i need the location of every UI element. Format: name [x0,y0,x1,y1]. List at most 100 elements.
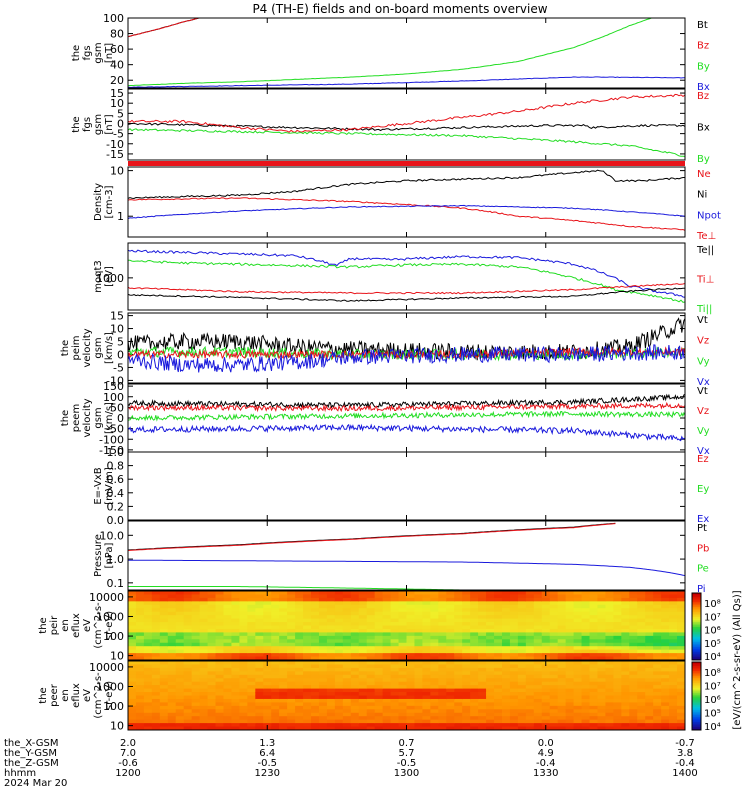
heatmap-cell [406,601,416,606]
heatmap-cell [247,635,256,640]
heatmap-cell [478,628,487,633]
heatmap-cell [478,635,487,640]
heatmap-cell [271,685,280,690]
heatmap-cell [478,594,487,599]
heatmap-cell [525,628,535,633]
heatmap-cell [430,688,439,693]
heatmap-cell [350,664,360,669]
heatmap-cell [143,632,153,637]
heatmap-cell [342,622,352,627]
heatmap-cell [255,656,264,660]
heatmap-cell [271,723,280,728]
heatmap-cell [207,601,217,606]
heatmap-cell [318,671,328,676]
heatmap-cell [318,698,328,703]
heatmap-cell [470,604,479,609]
heatmap-cell [191,719,201,724]
heatmap-cell [573,719,583,724]
heatmap-cell [406,661,416,666]
heatmap-cell [414,615,424,620]
heatmap-cell [159,649,169,654]
heatmap-cell [398,625,408,630]
heatmap-cell [677,604,685,609]
heatmap-cell [191,594,201,599]
heatmap-cell [406,635,416,640]
heatmap-cell [231,726,240,730]
heatmap-cell [629,646,638,651]
heatmap-cell [287,642,296,647]
heatmap-cell [454,653,463,658]
series-line-Ti⊥ [128,283,685,295]
heatmap-cell [342,667,352,672]
heatmap-cell [462,656,471,660]
heatmap-cell [533,646,543,651]
heatmap-cell [621,639,630,644]
heatmap-cell [271,625,280,630]
heatmap-cell [143,671,153,676]
heatmap-cell [326,712,336,717]
heatmap-cell [605,653,614,658]
y-axis-label: gsm [93,42,104,63]
heatmap-cell [565,726,575,730]
heatmap-cell [215,604,225,609]
heatmap-cell [175,625,185,630]
heatmap-cell [191,642,201,647]
heatmap-cell [183,674,193,679]
heatmap-cell [303,681,312,686]
heatmap-cell [374,622,384,627]
heatmap-cell [669,723,678,728]
heatmap-cell [621,661,630,666]
heatmap-cell [605,698,614,703]
panel-peim_velocity: the peim velocity gsm [km/s] [60,312,686,384]
heatmap-cell [621,632,630,637]
heatmap-cell [318,705,328,710]
heatmap-cell [565,664,575,669]
colorbar-segment [692,656,701,659]
heatmap-cell [430,667,439,672]
heatmap-cell [318,688,328,693]
x-tick-label: 0.7 [399,738,415,749]
heatmap-cell [135,705,145,710]
heatmap-cell [135,635,145,640]
heatmap-cell [199,709,209,714]
heatmap-cell [350,642,360,647]
heatmap-cell [605,597,614,602]
heatmap-cell [135,667,145,672]
heatmap-cell [191,685,201,690]
heatmap-cell [509,639,519,644]
heatmap-cell [677,661,685,666]
heatmap-cell [239,719,248,724]
heatmap-cell [287,678,296,683]
heatmap-cell [422,591,431,596]
heatmap-cell [398,698,408,703]
heatmap-cell [422,622,431,627]
heatmap-cell [605,709,614,714]
heatmap-cell [573,628,583,633]
heatmap-cell [295,639,304,644]
x-axis-row-label: the_Z-GSM [4,758,59,769]
heatmap-cell [637,608,646,613]
heatmap-cell [605,726,614,730]
heatmap-cell [565,591,575,596]
heatmap-cell [621,712,630,717]
heatmap-cell [318,695,328,700]
heatmap-cell [231,723,240,728]
heatmap-cell [279,625,288,630]
heatmap-cell [255,712,264,717]
heatmap-cell [223,656,233,660]
heatmap-cell [422,692,431,697]
heatmap-cell [191,615,201,620]
heatmap-cell [478,664,487,669]
panel-fgs_gsm_mag: the fgs gsm [nT] [71,17,686,89]
heatmap-cell [287,716,296,721]
heatmap-cell [128,618,137,623]
heatmap-cell [183,639,193,644]
heatmap-cell [334,723,344,728]
heatmap-cell [390,712,400,717]
heatmap-cell [366,615,376,620]
heatmap-cell [374,705,384,710]
heatmap-cell [295,705,304,710]
heatmap-cell [573,615,583,620]
heatmap-cell [175,681,185,686]
y-axis-label: en [60,689,71,702]
